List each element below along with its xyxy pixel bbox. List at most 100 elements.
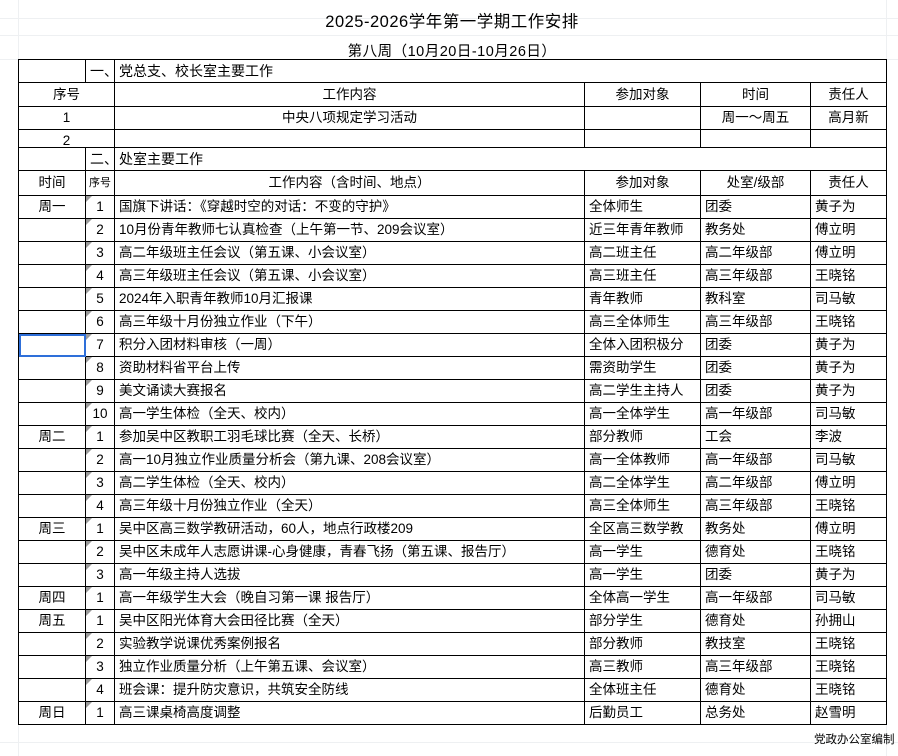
cell-dept[interactable]: 教技室: [700, 632, 811, 656]
cell-day[interactable]: [18, 264, 86, 288]
cell-audience[interactable]: 部分教师: [584, 425, 701, 449]
cell-day[interactable]: [18, 678, 86, 702]
cell-seq[interactable]: 10: [85, 402, 115, 426]
cell-day[interactable]: [18, 632, 86, 656]
cell-content[interactable]: 高三课桌椅高度调整: [114, 701, 585, 725]
cell-content[interactable]: 吴中区高三数学教研活动，60人，地点行政楼209: [114, 517, 585, 541]
cell-content[interactable]: 吴中区阳光体育大会田径比赛（全天）: [114, 609, 585, 633]
cell-seq[interactable]: 1: [85, 425, 115, 449]
cell-audience[interactable]: 部分学生: [584, 609, 701, 633]
cell-owner[interactable]: 黄子为: [810, 356, 887, 380]
cell-content[interactable]: 2024年入职青年教师10月汇报课: [114, 287, 585, 311]
cell-day[interactable]: [18, 471, 86, 495]
cell-day[interactable]: 周四: [18, 586, 86, 610]
cell-seq[interactable]: 8: [85, 356, 115, 380]
cell-dept[interactable]: 教务处: [700, 517, 811, 541]
cell-seq[interactable]: 1: [85, 701, 115, 725]
cell-audience[interactable]: 高一学生: [584, 563, 701, 587]
cell-seq[interactable]: 4: [85, 264, 115, 288]
cell-owner[interactable]: 黄子为: [810, 563, 887, 587]
cell-day[interactable]: [18, 448, 86, 472]
cell-owner[interactable]: 傅立明: [810, 218, 887, 242]
cell-audience[interactable]: 高三全体师生: [584, 310, 701, 334]
cell-content[interactable]: 高二年级班主任会议（第五课、小会议室）: [114, 241, 585, 265]
cell-audience[interactable]: 部分教师: [584, 632, 701, 656]
cell-owner[interactable]: 王晓铭: [810, 655, 887, 679]
cell-dept[interactable]: 高一年级部: [700, 586, 811, 610]
cell-owner[interactable]: 司马敏: [810, 402, 887, 426]
cell-owner[interactable]: 王晓铭: [810, 494, 887, 518]
cell-day[interactable]: 周五: [18, 609, 86, 633]
cell-audience[interactable]: [584, 106, 701, 130]
cell-time[interactable]: 周一～周五: [700, 106, 811, 130]
cell-seq[interactable]: 9: [85, 379, 115, 403]
cell-owner[interactable]: 司马敏: [810, 586, 887, 610]
cell-dept[interactable]: 团委: [700, 563, 811, 587]
cell-dept[interactable]: 高一年级部: [700, 402, 811, 426]
cell-content[interactable]: 高三年级十月份独立作业（全天）: [114, 494, 585, 518]
cell-dept[interactable]: 高二年级部: [700, 471, 811, 495]
cell-seq[interactable]: 5: [85, 287, 115, 311]
cell-dept[interactable]: 高三年级部: [700, 655, 811, 679]
cell-day[interactable]: [18, 356, 86, 380]
cell-audience[interactable]: 全体高一学生: [584, 586, 701, 610]
cell-owner[interactable]: 傅立明: [810, 241, 887, 265]
cell-seq[interactable]: 6: [85, 310, 115, 334]
cell-audience[interactable]: 全区高三数学教: [584, 517, 701, 541]
cell-audience[interactable]: 高一全体学生: [584, 402, 701, 426]
cell-seq[interactable]: 3: [85, 471, 115, 495]
cell-content[interactable]: 10月份青年教师七认真检查（上午第一节、209会议室）: [114, 218, 585, 242]
cell-dept[interactable]: 高一年级部: [700, 448, 811, 472]
cell-day[interactable]: 周日: [18, 701, 86, 725]
cell-seq[interactable]: 2: [85, 448, 115, 472]
cell-owner[interactable]: 司马敏: [810, 448, 887, 472]
cell-audience[interactable]: 高一全体教师: [584, 448, 701, 472]
cell-dept[interactable]: 团委: [700, 379, 811, 403]
cell-dept[interactable]: 教务处: [700, 218, 811, 242]
cell-dept[interactable]: 团委: [700, 333, 811, 357]
cell-audience[interactable]: 高一学生: [584, 540, 701, 564]
cell-dept[interactable]: 德育处: [700, 609, 811, 633]
cell-audience[interactable]: 高二班主任: [584, 241, 701, 265]
cell-audience[interactable]: 高三班主任: [584, 264, 701, 288]
cell-day[interactable]: [18, 310, 86, 334]
cell-owner[interactable]: 王晓铭: [810, 540, 887, 564]
cell-seq[interactable]: 2: [85, 540, 115, 564]
cell-owner[interactable]: 黄子为: [810, 379, 887, 403]
cell-dept[interactable]: 总务处: [700, 701, 811, 725]
cell-content[interactable]: 资助材料省平台上传: [114, 356, 585, 380]
cell-audience[interactable]: 高三教师: [584, 655, 701, 679]
cell-content[interactable]: 高一年级学生大会（晚自习第一课 报告厅）: [114, 586, 585, 610]
cell-day[interactable]: [18, 494, 86, 518]
cell-owner[interactable]: 傅立明: [810, 517, 887, 541]
cell-day[interactable]: [18, 655, 86, 679]
cell-seq[interactable]: 2: [85, 218, 115, 242]
cell-dept[interactable]: 德育处: [700, 540, 811, 564]
cell-seq[interactable]: 1: [85, 586, 115, 610]
cell-content[interactable]: 积分入团材料审核（一周）: [114, 333, 585, 357]
cell-day[interactable]: [18, 218, 86, 242]
cell-day[interactable]: [18, 540, 86, 564]
cell-owner[interactable]: 王晓铭: [810, 678, 887, 702]
cell-dept[interactable]: 德育处: [700, 678, 811, 702]
cell-dept[interactable]: 教科室: [700, 287, 811, 311]
cell-audience[interactable]: 全体班主任: [584, 678, 701, 702]
cell-seq[interactable]: 3: [85, 563, 115, 587]
cell-owner[interactable]: 孙拥山: [810, 609, 887, 633]
cell-content[interactable]: 高二学生体检（全天、校内）: [114, 471, 585, 495]
cell-content[interactable]: 独立作业质量分析（上午第五课、会议室）: [114, 655, 585, 679]
cell-day[interactable]: [18, 379, 86, 403]
cell-dept[interactable]: 工会: [700, 425, 811, 449]
cell-audience[interactable]: 后勤员工: [584, 701, 701, 725]
cell-content[interactable]: 高一10月独立作业质量分析会（第九课、208会议室）: [114, 448, 585, 472]
cell-dept[interactable]: 高二年级部: [700, 241, 811, 265]
cell-content[interactable]: 中央八项规定学习活动: [114, 106, 585, 130]
cell-owner[interactable]: 王晓铭: [810, 310, 887, 334]
cell-seq[interactable]: 3: [85, 655, 115, 679]
cell-audience[interactable]: 高三全体师生: [584, 494, 701, 518]
cell-dept[interactable]: 团委: [700, 356, 811, 380]
cell-owner[interactable]: 王晓铭: [810, 632, 887, 656]
cell-day[interactable]: [18, 563, 86, 587]
cell-day[interactable]: 周二: [18, 425, 86, 449]
cell-content[interactable]: 高三年级班主任会议（第五课、小会议室）: [114, 264, 585, 288]
